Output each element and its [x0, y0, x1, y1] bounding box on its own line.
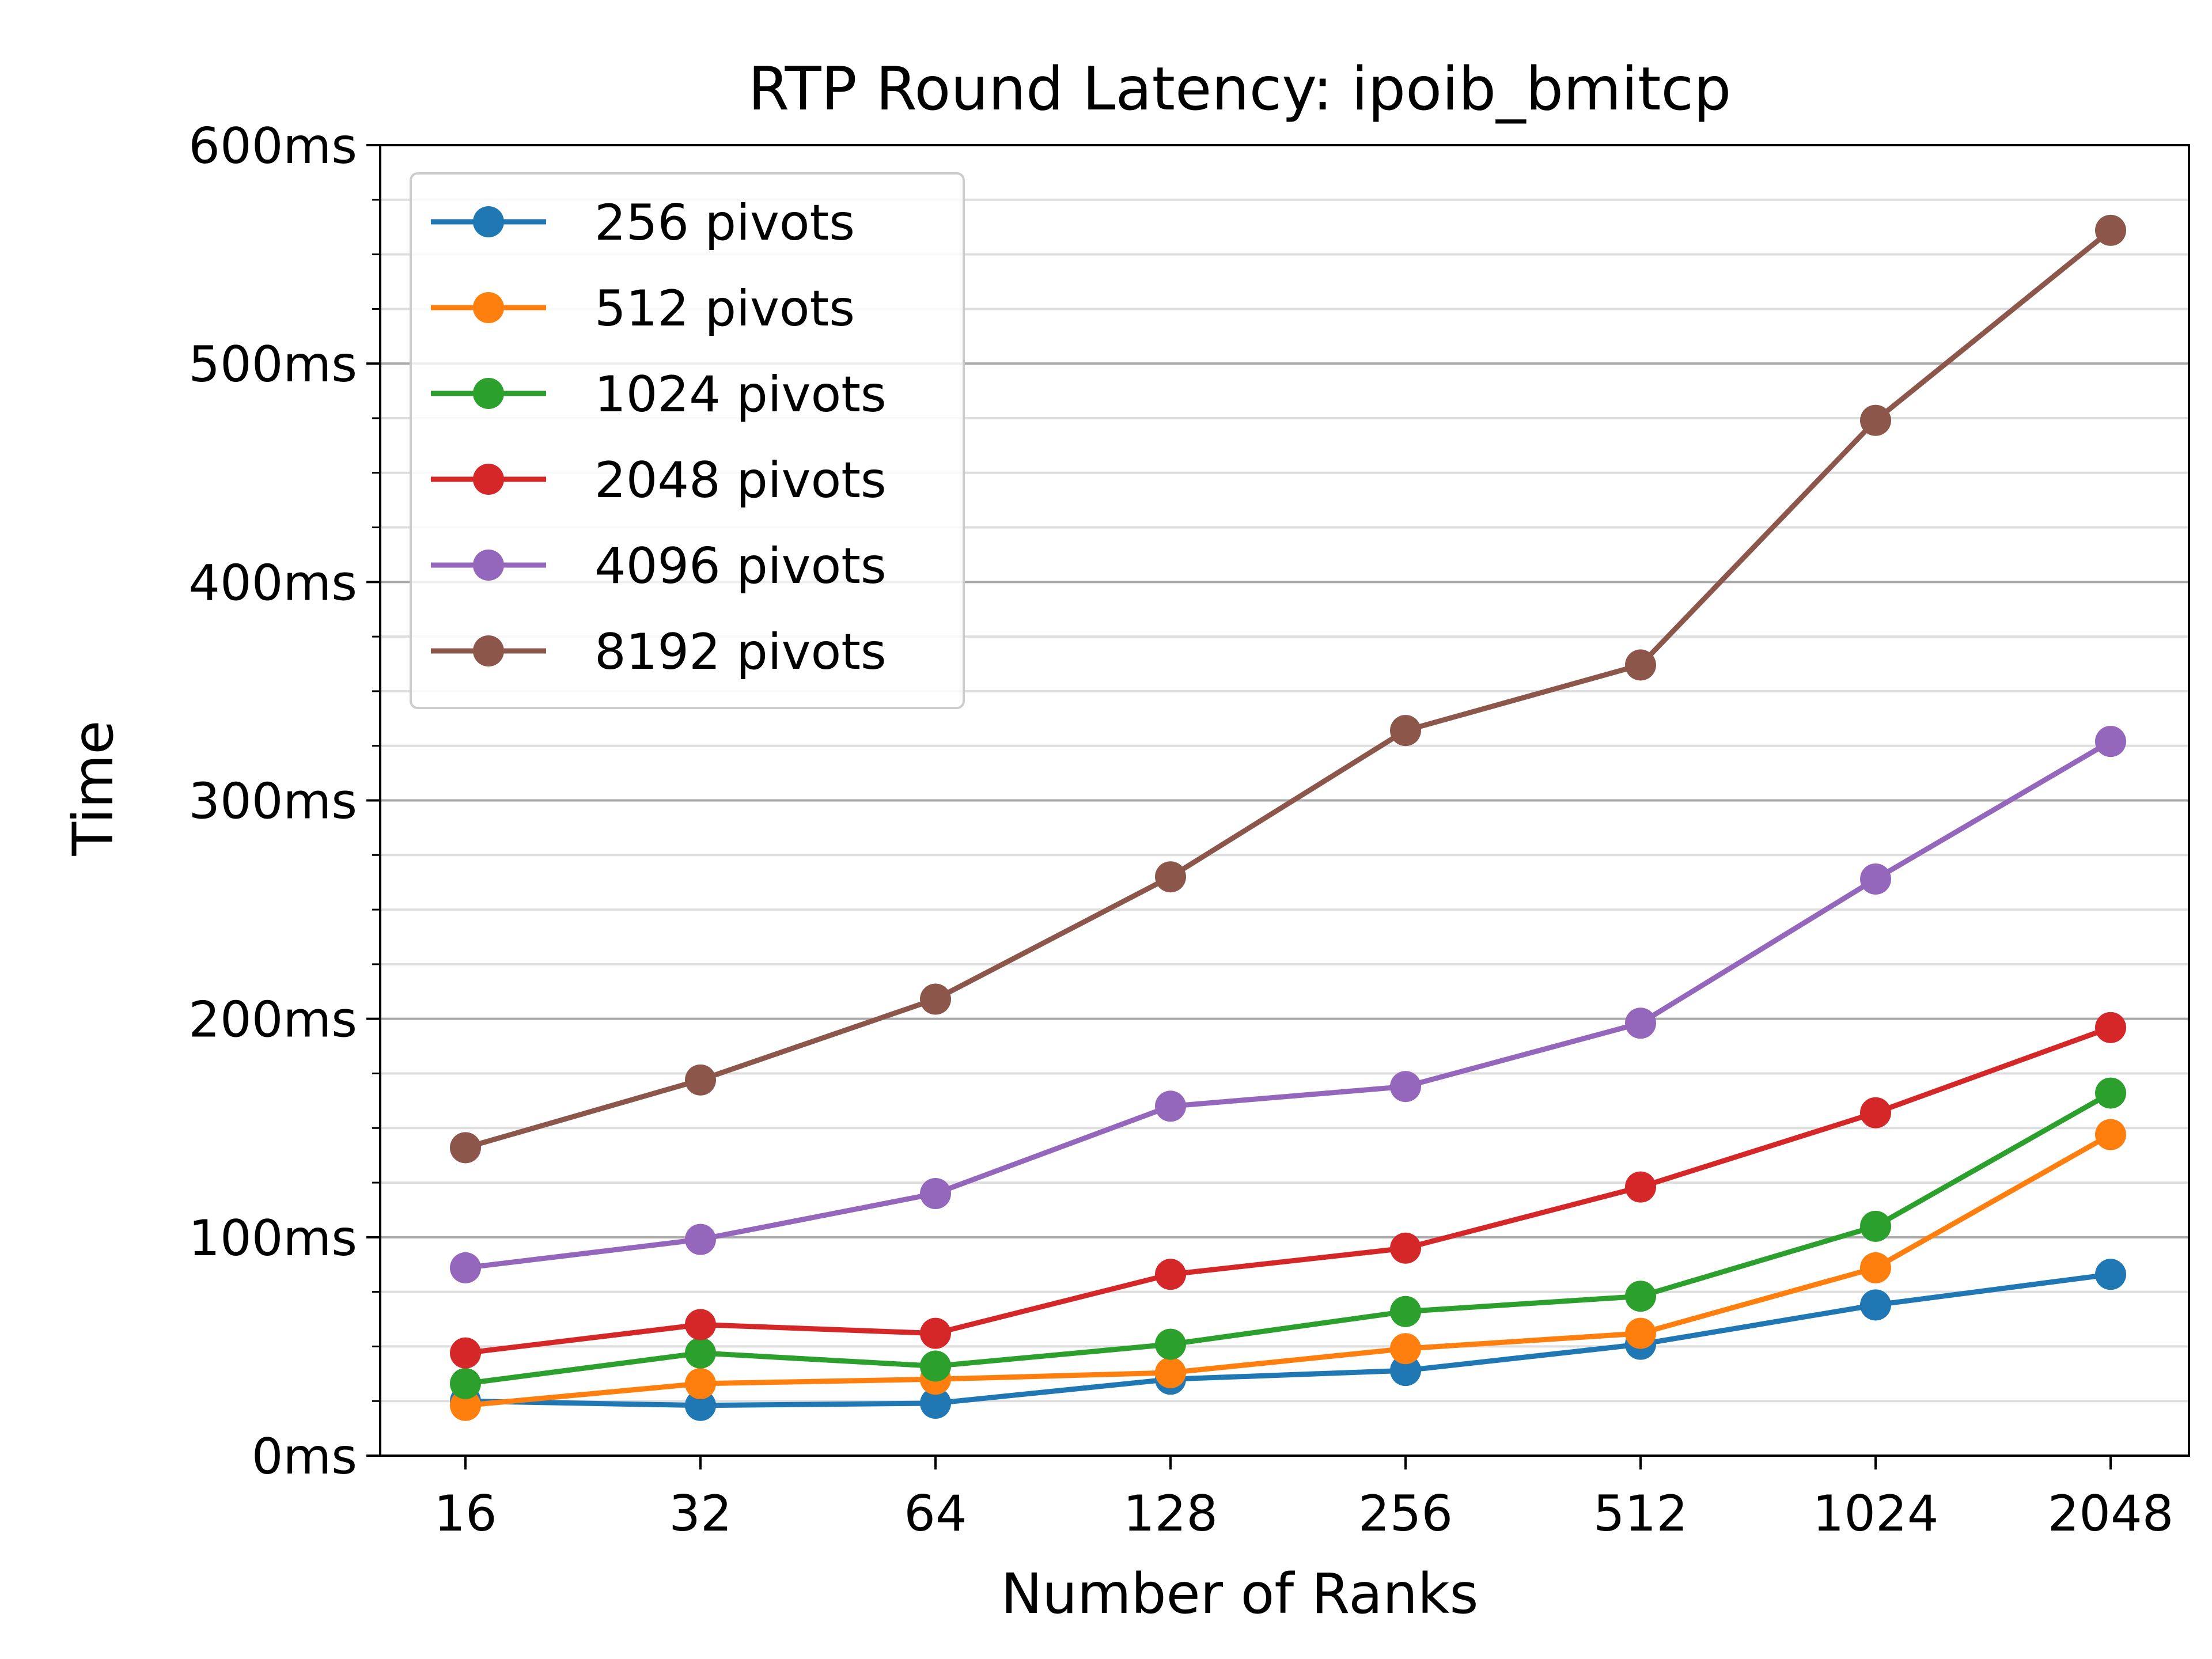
legend-label: 8192 pivots: [594, 623, 887, 681]
x-tick-label: 512: [1593, 1485, 1688, 1543]
data-point: [1390, 1232, 1421, 1264]
x-tick-label: 32: [669, 1485, 732, 1543]
data-point: [1390, 1333, 1421, 1365]
data-point: [1860, 1097, 1891, 1128]
legend-label: 256 pivots: [594, 194, 855, 252]
data-point: [1390, 1071, 1421, 1103]
y-tick-label: 500ms: [188, 336, 357, 393]
x-tick-label: 16: [434, 1485, 497, 1543]
y-tick-label: 100ms: [188, 1210, 357, 1267]
legend-item: 2048 pivots: [431, 452, 887, 509]
data-point: [2095, 214, 2126, 246]
data-point: [1625, 1171, 1656, 1203]
x-tick-label: 2048: [2048, 1485, 2174, 1543]
data-point: [685, 1368, 716, 1399]
legend: 256 pivots 512 pivots 1024 pivots 2048 pivo…: [410, 172, 965, 709]
chart-title: RTP Round Latency: ipoib_bmitcp: [748, 55, 1732, 124]
legend-item: 8192 pivots: [431, 623, 887, 681]
series-line: [465, 1025, 2112, 1356]
series-lines: [450, 214, 2126, 1421]
data-point: [1625, 1281, 1656, 1312]
data-point: [1860, 1252, 1891, 1283]
legend-item: 1024 pivots: [431, 366, 887, 423]
series-line: [465, 1271, 2111, 1408]
series-group: [450, 1012, 2126, 1369]
y-tick-label: 200ms: [188, 991, 357, 1049]
y-tick-label: 400ms: [188, 554, 357, 612]
data-point: [1390, 1296, 1421, 1327]
y-tick-label: 600ms: [188, 118, 357, 175]
data-point: [920, 1350, 951, 1382]
axis-ticks: 0ms 100ms 200ms 300ms 400ms 500ms 600ms 16 32 64 1…: [188, 118, 2173, 1543]
data-point: [1155, 1090, 1186, 1122]
data-point: [685, 1389, 716, 1421]
legend-swatch-marker: [473, 206, 504, 237]
y-axis-label: Time: [61, 721, 126, 857]
data-point: [1155, 861, 1186, 893]
x-tick-label: 1024: [1813, 1485, 1939, 1543]
x-axis-label: Number of Ranks: [1001, 1562, 1478, 1626]
data-point: [685, 1064, 716, 1096]
data-point: [450, 1368, 481, 1399]
data-point: [2095, 1077, 2126, 1109]
data-point: [450, 1389, 481, 1421]
data-point: [920, 1178, 951, 1209]
data-point: [2095, 1012, 2126, 1043]
data-point: [920, 1388, 951, 1419]
legend-box: [410, 172, 965, 709]
data-point: [1625, 1007, 1656, 1039]
legend-label: 4096 pivots: [594, 537, 887, 595]
data-point: [2095, 1259, 2126, 1290]
legend-label: 2048 pivots: [594, 452, 887, 509]
legend-swatch-marker: [473, 550, 504, 581]
data-point: [1860, 404, 1891, 436]
legend-label: 512 pivots: [594, 280, 855, 338]
series-line: [465, 1132, 2112, 1408]
legend-swatch-marker: [473, 464, 504, 495]
data-point: [450, 1252, 481, 1283]
x-tick-label: 128: [1123, 1485, 1218, 1543]
legend-label: 1024 pivots: [594, 366, 887, 423]
y-tick-label: 300ms: [188, 773, 357, 831]
data-point: [2095, 1119, 2126, 1150]
data-point: [685, 1337, 716, 1369]
legend-item: 256 pivots: [431, 194, 855, 252]
gridlines: [380, 198, 2189, 1403]
data-point: [685, 1224, 716, 1255]
y-tick-label: 0ms: [252, 1428, 357, 1486]
data-point: [1155, 1259, 1186, 1290]
data-point: [1860, 863, 1891, 895]
data-point: [1625, 1317, 1656, 1349]
legend-item: 512 pivots: [431, 280, 855, 338]
series-line: [465, 739, 2112, 1271]
data-point: [1155, 1328, 1186, 1360]
series-group: [450, 1259, 2126, 1421]
data-point: [1625, 649, 1656, 681]
data-point: [1390, 1355, 1421, 1387]
data-point: [450, 1337, 481, 1369]
series-group: [450, 214, 2126, 1164]
series-group: [450, 726, 2126, 1283]
series-line: [465, 1090, 2112, 1387]
legend-swatch-marker: [473, 635, 504, 666]
data-point: [2095, 726, 2126, 757]
legend-swatch-marker: [473, 378, 504, 409]
data-point: [1860, 1289, 1891, 1321]
series-line: [464, 228, 2112, 1150]
data-point: [1155, 1357, 1186, 1388]
data-point: [1390, 715, 1421, 747]
legend-swatch-marker: [473, 292, 504, 323]
x-tick-label: 256: [1358, 1485, 1453, 1543]
data-point: [920, 1317, 951, 1349]
data-point: [685, 1309, 716, 1340]
data-point: [920, 983, 951, 1015]
x-tick-label: 64: [904, 1485, 967, 1543]
legend-item: 4096 pivots: [431, 537, 887, 595]
data-point: [1860, 1210, 1891, 1242]
data-point: [450, 1132, 481, 1164]
series-group: [450, 1077, 2126, 1399]
